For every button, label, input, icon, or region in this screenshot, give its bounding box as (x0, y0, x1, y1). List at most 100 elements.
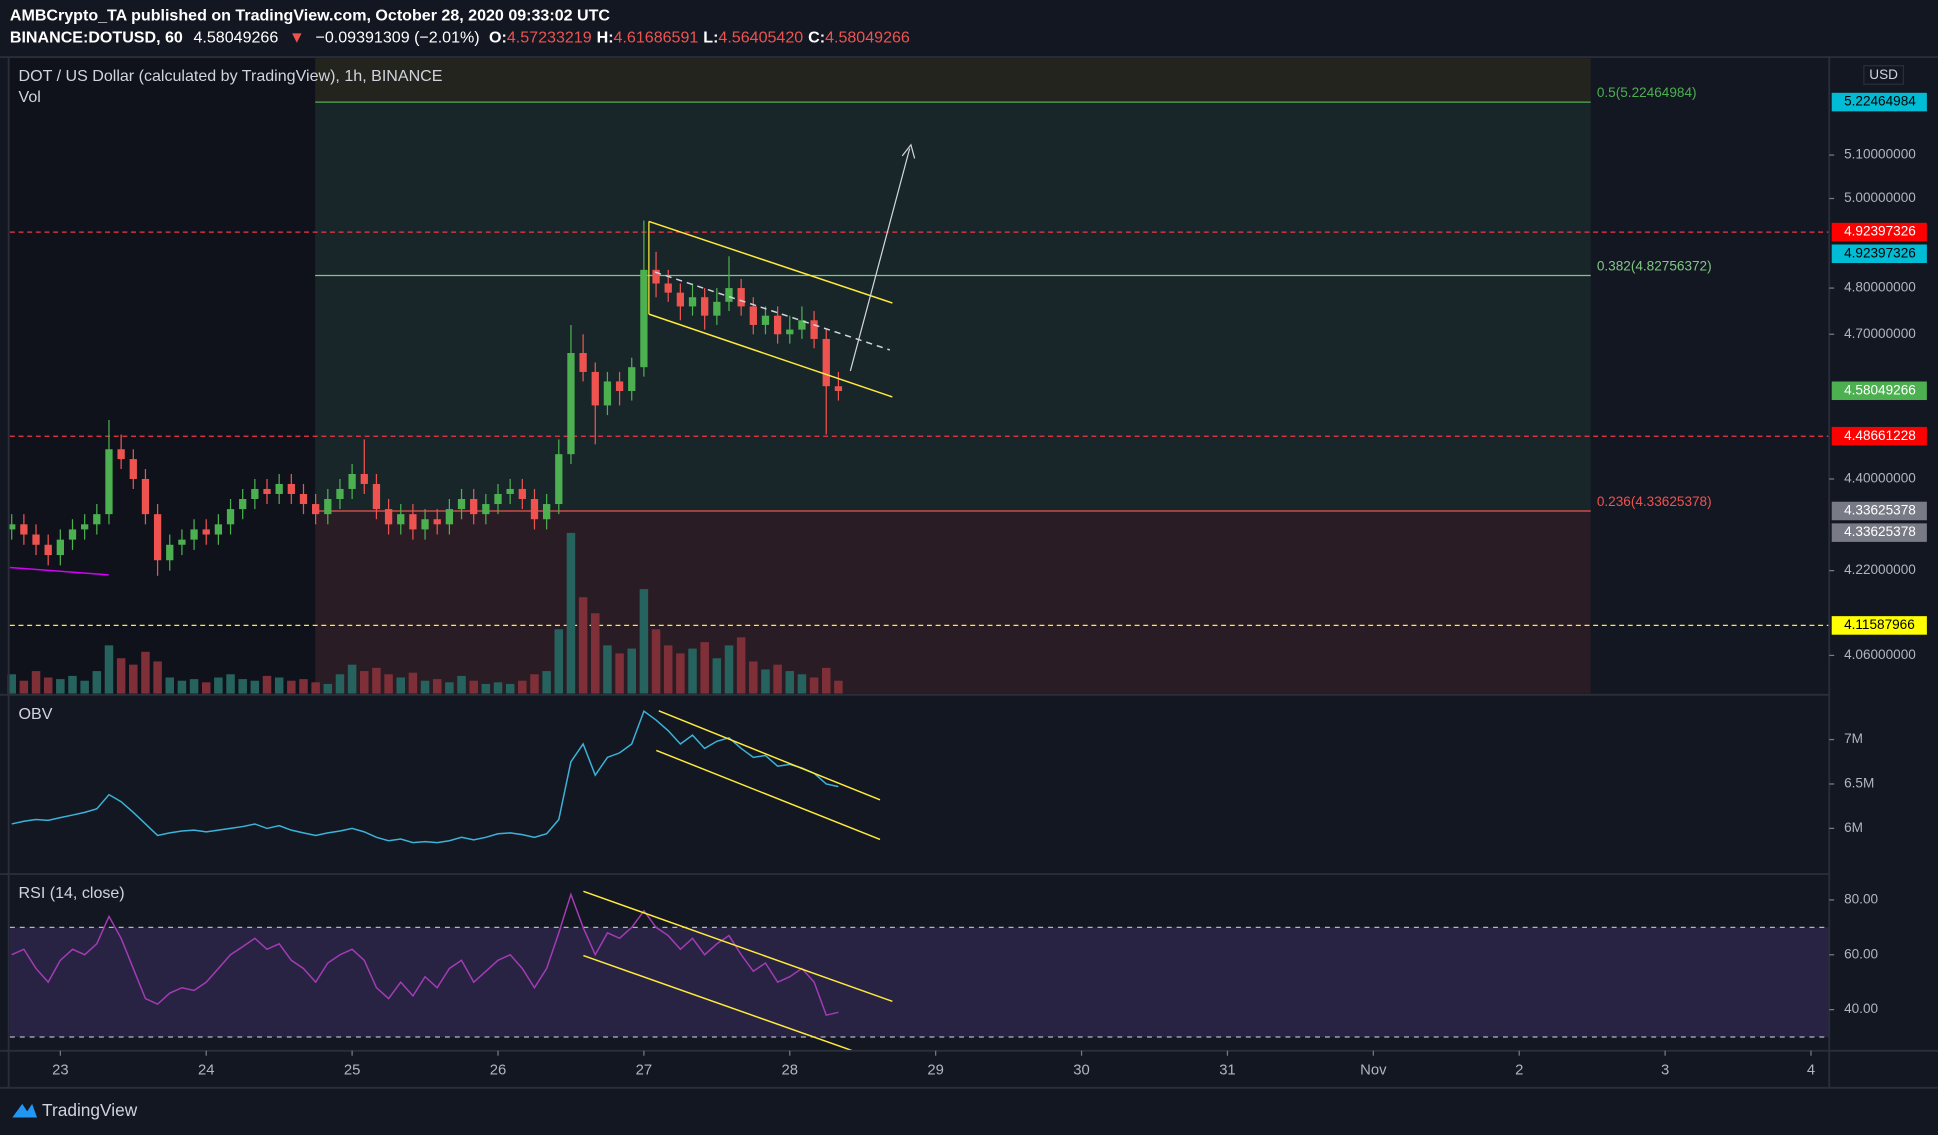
candle-body (713, 301, 721, 316)
volume-bar (749, 661, 758, 694)
volume-bar (639, 589, 649, 694)
volume-bar (469, 680, 478, 694)
volume-bar (153, 661, 162, 694)
y-tick-label: 5.10000000 (1844, 147, 1916, 162)
candle-body (773, 315, 782, 335)
volume-bar (420, 680, 430, 694)
volume-bar (688, 648, 697, 694)
y-tick-label: 40.00 (1844, 1001, 1878, 1016)
x-tick-label: 23 (52, 1062, 69, 1078)
volume-bar (627, 648, 636, 694)
candle-body (239, 499, 247, 510)
price-label-box (1831, 244, 1927, 264)
y-tick-label: 80.00 (1844, 892, 1878, 907)
change-arrow: ▼ (289, 29, 305, 47)
candle-body (652, 269, 660, 284)
volume-bar (457, 675, 466, 694)
currency-box[interactable] (1863, 65, 1905, 85)
volume-bar (56, 679, 65, 694)
y-tick-label: 6.5M (1844, 776, 1874, 791)
candle-body (117, 449, 125, 460)
volume-bar (129, 664, 138, 694)
volume-bar (214, 677, 223, 694)
volume-bar (372, 667, 381, 694)
candle-body (482, 504, 490, 515)
volume-bar (554, 629, 564, 694)
candle-body (457, 499, 466, 510)
y-tick-label: 4.06000000 (1844, 647, 1916, 662)
volume-bar (104, 645, 114, 694)
ohlc-value: 4.57233219 (507, 29, 592, 47)
symbol: BINANCE:DOTUSD, 60 (10, 29, 183, 47)
ohlc-key: O: (489, 29, 507, 47)
y-tick-label: 7M (1844, 731, 1863, 746)
candle-body (664, 283, 672, 293)
candle-body (676, 292, 685, 307)
volume-bar (518, 680, 527, 694)
candle-body (32, 534, 40, 545)
volume-bar (505, 683, 515, 694)
axes: 5.10000000 5.00000000 4.80000000 4.70000000… (52, 92, 1927, 1078)
candle-body (214, 524, 223, 535)
candle-body (628, 367, 636, 392)
volume-bar (663, 645, 673, 694)
candle-body (287, 483, 295, 494)
candle-body (299, 493, 308, 505)
candle-body (311, 504, 320, 515)
volume-bar (141, 651, 150, 694)
price-label: 4.92397326 (1844, 245, 1916, 260)
x-tick-label: 29 (927, 1062, 944, 1078)
candle-body (470, 499, 478, 515)
volume-bar (481, 683, 491, 694)
channel-line (656, 749, 881, 841)
candle-body (822, 338, 830, 387)
price-label-box (1831, 92, 1927, 112)
candle-body (44, 544, 52, 556)
candle-body (579, 353, 587, 372)
price-label-box (1831, 426, 1927, 446)
price-label: 4.33625378 (1844, 524, 1916, 539)
volume-bar (797, 674, 807, 694)
channel-line (658, 710, 881, 801)
volume-bar (238, 679, 247, 694)
volume-bar (360, 671, 369, 694)
channel-line (648, 220, 893, 304)
ohlc-value: 4.58049266 (825, 29, 910, 47)
volume-bar (323, 683, 333, 694)
volume-bar (809, 677, 819, 694)
candle-body (8, 524, 16, 530)
last-price: 4.58049266 (194, 29, 279, 47)
y-tick-label: 60.00 (1844, 946, 1878, 961)
change: −0.09391309 (−2.01%) (315, 29, 479, 47)
x-tick-label: Nov (1360, 1062, 1387, 1078)
candle-body (275, 483, 283, 494)
volume-bar (177, 680, 187, 694)
trend-line (9, 566, 109, 576)
x-tick-label: 25 (344, 1062, 361, 1078)
candle-body (202, 529, 210, 535)
fib-label: 0.5(5.22464984) (1597, 85, 1697, 100)
price-label-box (1831, 381, 1927, 401)
x-tick-label: 28 (782, 1062, 799, 1078)
symbol-line: BINANCE:DOTUSD, 60 4.58049266 ▼ −0.09391… (10, 29, 910, 47)
volume-bar (92, 671, 102, 694)
volume-bar (651, 629, 661, 694)
volume-bar (226, 674, 235, 694)
price-label: 5.22464984 (1844, 94, 1916, 109)
x-tick-label: 26 (490, 1062, 507, 1078)
candle-body (56, 539, 64, 556)
rsi-line (11, 892, 839, 1017)
fib-label: 0.236(4.33625378) (1597, 494, 1712, 509)
candle-body (640, 269, 648, 368)
channel-line (648, 313, 893, 398)
candle-body (445, 509, 454, 525)
volume-bar (445, 682, 454, 694)
candle-body (555, 454, 563, 505)
currency[interactable]: USD (1869, 67, 1898, 82)
x-tick-label: 4 (1807, 1062, 1815, 1078)
candle-body (81, 524, 89, 530)
candle-body (153, 514, 162, 561)
volume-bar (785, 671, 795, 694)
